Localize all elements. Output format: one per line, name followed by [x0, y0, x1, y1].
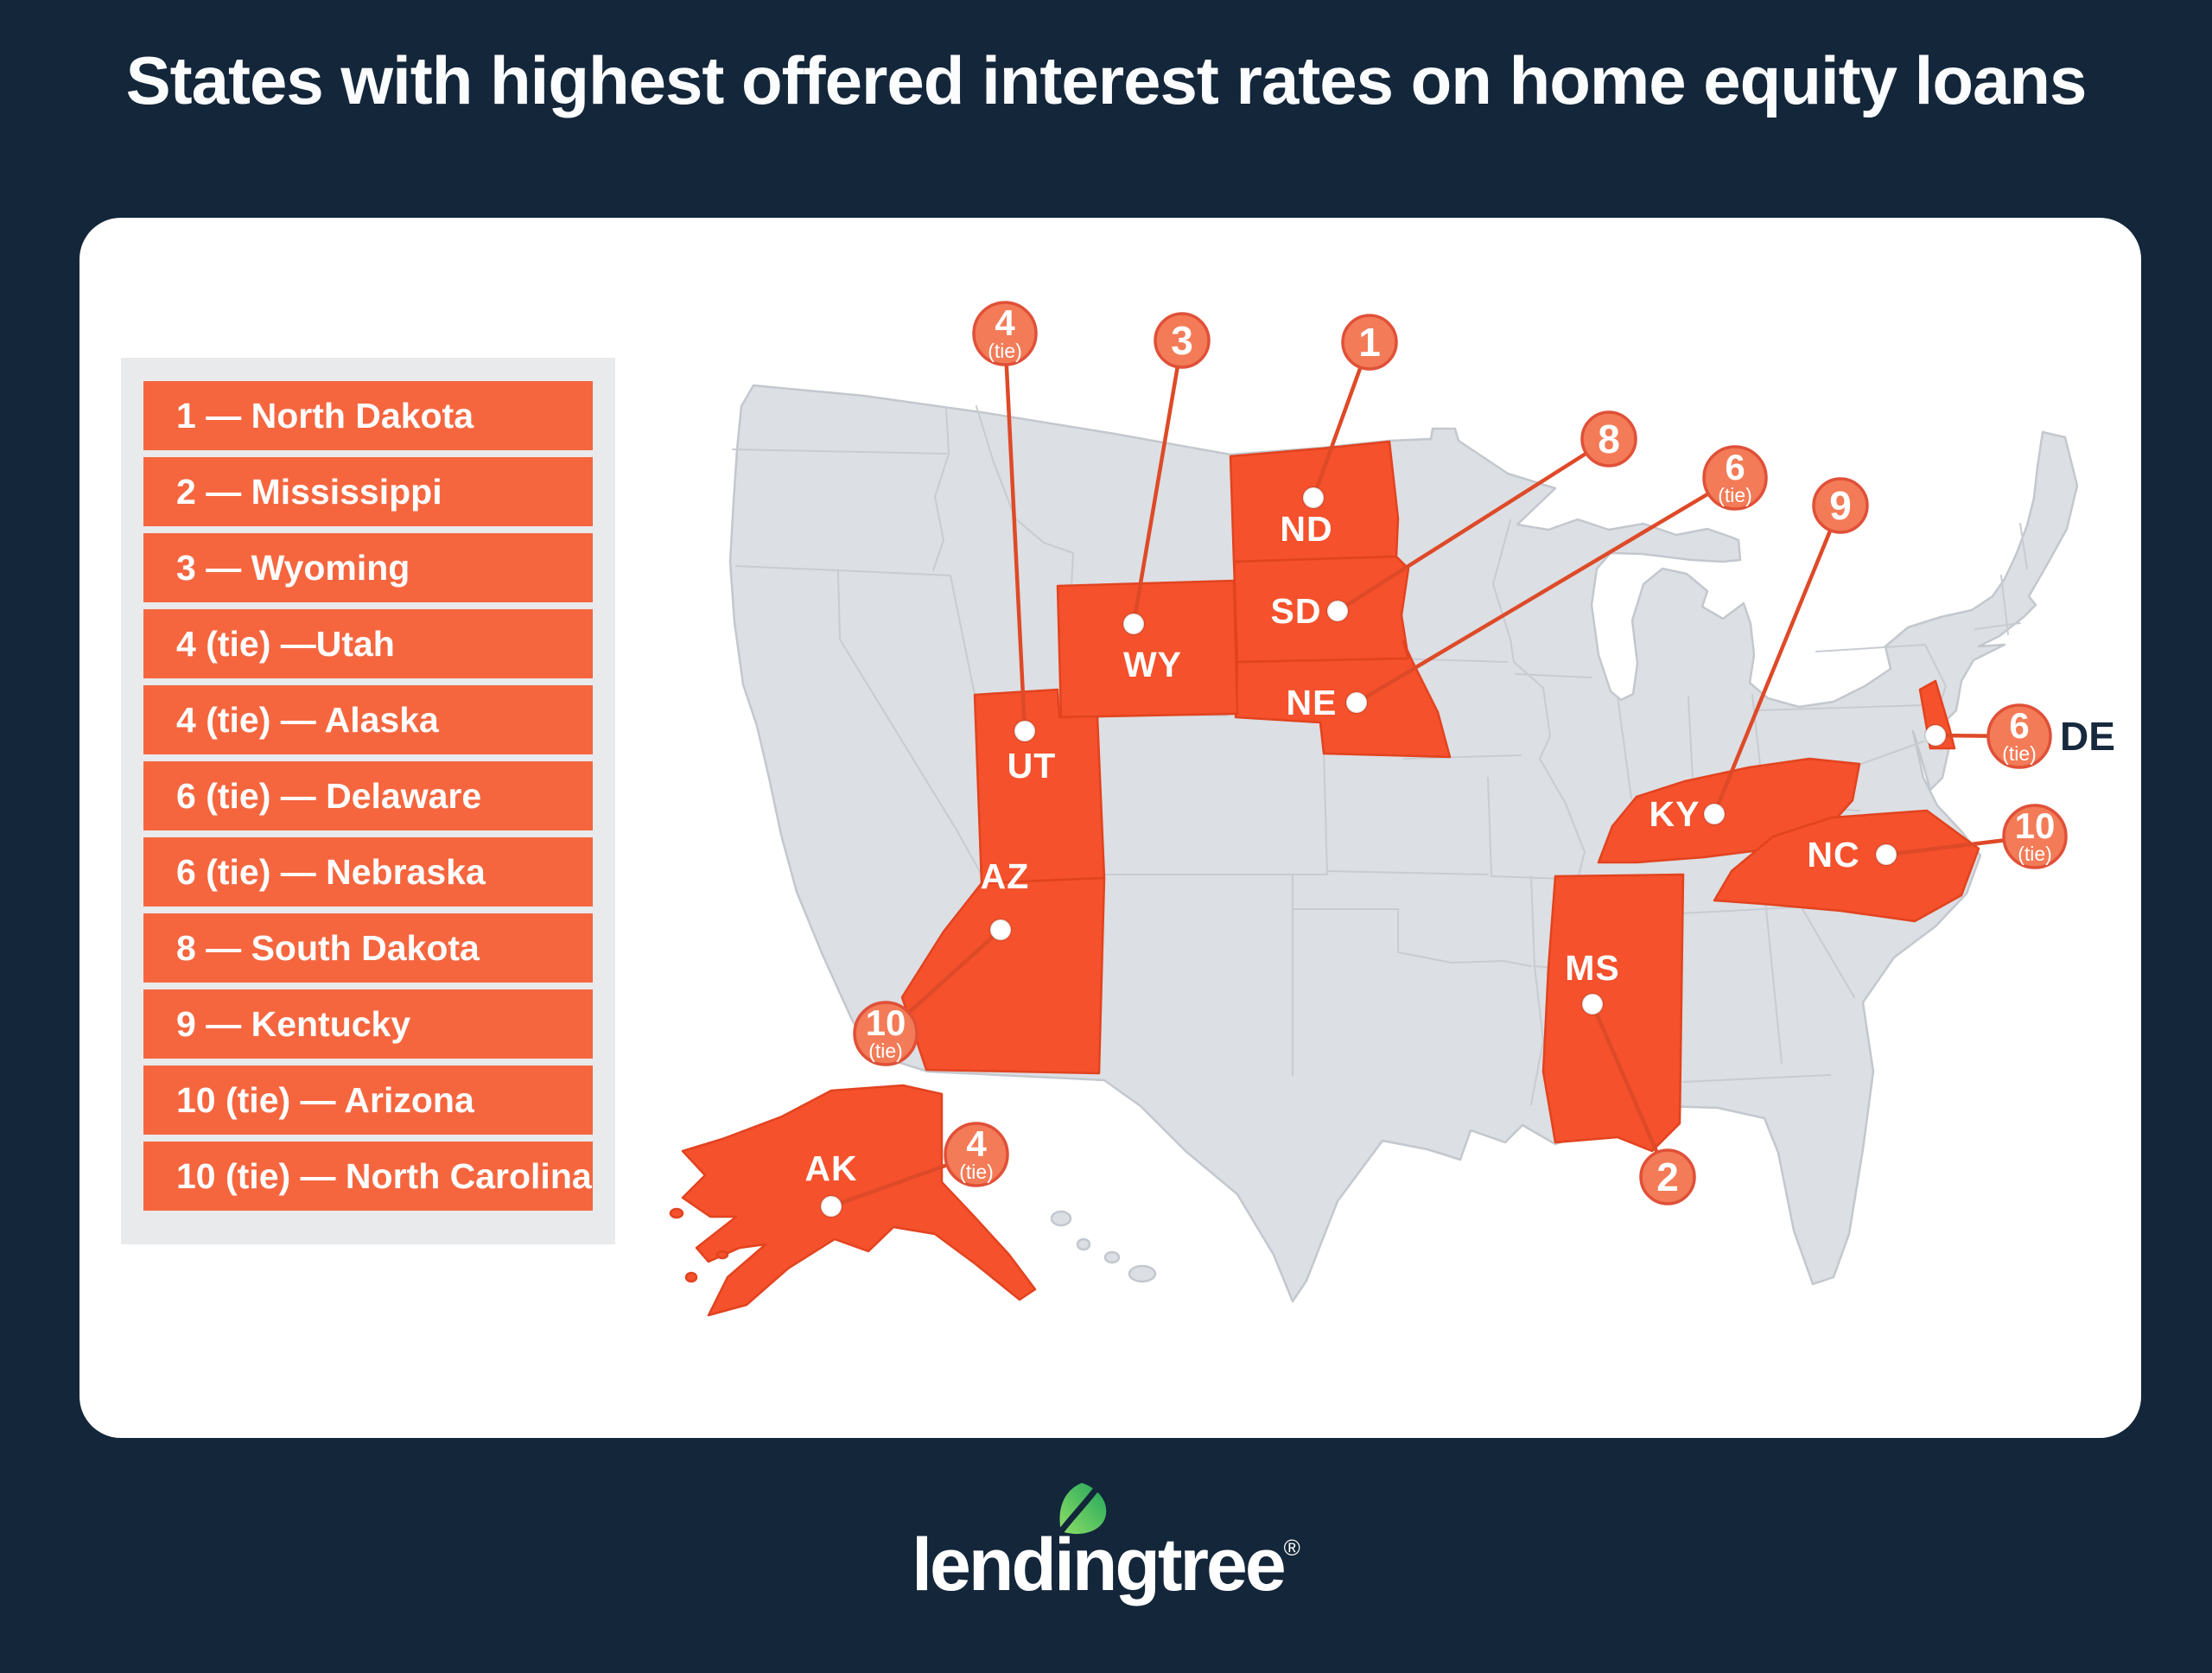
svg-text:NE: NE	[1287, 683, 1338, 722]
rank-badge-sd: 8	[1580, 410, 1637, 468]
svg-text:WY: WY	[1123, 645, 1182, 684]
state-dot-ms	[1580, 992, 1605, 1016]
state-dot-ky	[1702, 802, 1726, 826]
rank-badge-wy: 3	[1154, 312, 1211, 369]
svg-text:(tie): (tie)	[868, 1040, 903, 1062]
svg-text:(tie): (tie)	[2002, 742, 2037, 765]
svg-text:UT: UT	[1007, 746, 1057, 786]
rank-badge-ne: 6 (tie)	[1702, 445, 1768, 511]
leaf-icon	[1058, 1483, 1107, 1535]
legend-item-11: 10 (tie) — North Carolina	[143, 1142, 593, 1211]
svg-text:AK: AK	[804, 1148, 857, 1188]
state-dot-nd	[1301, 486, 1325, 510]
svg-text:(tie): (tie)	[988, 340, 1022, 362]
svg-text:3: 3	[1171, 318, 1193, 363]
state-dots	[819, 486, 1948, 1218]
svg-text:6: 6	[2009, 705, 2029, 746]
lendingtree-logo: lendingtree®	[0, 1483, 2212, 1649]
svg-text:SD: SD	[1271, 591, 1322, 631]
svg-text:9: 9	[1829, 483, 1852, 528]
legend-item-1: 1 — North Dakota	[143, 381, 593, 450]
svg-text:MS: MS	[1565, 948, 1620, 988]
legend-item-7: 6 (tie) — Nebraska	[143, 837, 593, 906]
legend-item-2: 2 — Mississippi	[143, 457, 593, 526]
svg-text:1: 1	[1358, 320, 1381, 365]
rank-badge-az: 10 (tie)	[853, 1001, 918, 1066]
rank-badge-ms: 2	[1639, 1148, 1696, 1205]
state-abbr-labels: ND SD NE WY UT AZ KY NC MS AK	[804, 509, 1859, 1188]
svg-text:4: 4	[995, 302, 1015, 343]
hawaii-islands	[1050, 1210, 1157, 1283]
svg-text:10: 10	[866, 1002, 906, 1043]
svg-text:2: 2	[1656, 1155, 1679, 1199]
svg-text:4: 4	[966, 1123, 987, 1164]
svg-text:(tie): (tie)	[959, 1161, 994, 1183]
svg-text:ND: ND	[1280, 509, 1332, 549]
svg-text:6: 6	[1725, 447, 1745, 487]
state-north-carolina	[1713, 809, 1980, 923]
rank-badge-de: 6 (tie)	[1986, 703, 2052, 769]
legend-item-4: 4 (tie) —Utah	[143, 609, 593, 678]
rank-badge-nd: 1	[1341, 314, 1398, 371]
state-nebraska	[1234, 639, 1452, 759]
logo-wordmark: lendingtree	[912, 1524, 1287, 1606]
svg-text:AZ: AZ	[981, 856, 1030, 896]
legend-item-3: 3 — Wyoming	[143, 533, 593, 602]
legend-item-5: 4 (tie) — Alaska	[143, 685, 593, 754]
state-arizona	[900, 876, 1106, 1075]
state-dot-az	[988, 918, 1013, 942]
rank-badge-ak: 4 (tie)	[944, 1122, 1009, 1187]
svg-text:8: 8	[1598, 417, 1620, 461]
legend-item-8: 8 — South Dakota	[143, 913, 593, 983]
rank-badge-nc: 10 (tie)	[2002, 804, 2068, 869]
state-dot-de	[1923, 723, 1948, 747]
svg-text:KY: KY	[1649, 794, 1700, 834]
de-callout-label: DE	[2060, 714, 2115, 759]
rank-badge-ut: 4 (tie)	[972, 301, 1038, 366]
ranking-legend: 1 — North Dakota 2 — Mississippi 3 — Wyo…	[121, 358, 615, 1244]
state-dot-nc	[1874, 843, 1898, 867]
state-dot-wy	[1122, 612, 1146, 636]
state-mississippi	[1541, 873, 1685, 1153]
svg-text:(tie): (tie)	[1718, 484, 1752, 506]
legend-item-9: 9 — Kentucky	[143, 989, 593, 1059]
state-dot-ne	[1344, 690, 1369, 715]
rank-badge-ky: 9	[1812, 477, 1869, 534]
state-alaska	[669, 1084, 1037, 1317]
legend-item-10: 10 (tie) — Arizona	[143, 1066, 593, 1135]
svg-text:10: 10	[2015, 805, 2056, 846]
state-dot-ut	[1013, 719, 1037, 743]
state-utah	[973, 688, 1106, 885]
svg-text:(tie): (tie)	[2018, 843, 2052, 865]
page-title: States with highest offered interest rat…	[125, 42, 2088, 118]
state-dot-sd	[1325, 599, 1350, 623]
legend-item-6: 6 (tie) — Delaware	[143, 761, 593, 830]
state-wyoming	[1056, 579, 1239, 719]
registered-mark: ®	[1283, 1535, 1300, 1561]
svg-text:NC: NC	[1807, 835, 1859, 875]
state-dot-ak	[819, 1194, 843, 1218]
